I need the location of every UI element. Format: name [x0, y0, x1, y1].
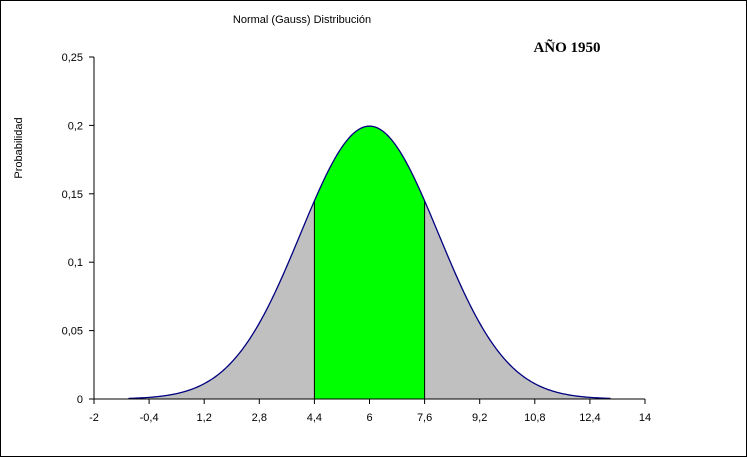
y-tick-label: 0,15: [62, 189, 83, 201]
x-tick-label: 14: [639, 412, 651, 424]
chart-title: Normal (Gauss) Distribución: [233, 14, 371, 26]
x-tick-label: 4,4: [307, 412, 322, 424]
right-tail-area: [424, 200, 611, 399]
highlighted-center-area: [314, 126, 425, 400]
x-tick-label: 2,8: [252, 412, 267, 424]
density-curve: [128, 125, 611, 400]
y-tick-label: 0,05: [62, 326, 83, 338]
y-axis-label: Probabilidad: [13, 117, 25, 178]
y-tick-label: 0,1: [68, 257, 83, 269]
left-tail-area: [128, 200, 315, 399]
year-annotation: AÑO 1950: [533, 38, 600, 56]
x-tick-label: 10,8: [524, 412, 545, 424]
x-tick-label: 1,2: [197, 412, 212, 424]
x-tick-label: 7,6: [417, 412, 432, 424]
x-tick-label: 9,2: [472, 412, 487, 424]
area-layer: [128, 126, 611, 400]
x-tick-label: 6: [366, 412, 372, 424]
x-tick-label: 12,4: [579, 412, 600, 424]
ticks-layer: 0 0,05 0,1 0,15 0,2 0,25 -2 -0,4 1,2 2,8 4,4 6 7,6 9,…: [62, 52, 652, 424]
y-tick-label: 0: [77, 394, 83, 406]
y-tick-label: 0,2: [68, 120, 83, 132]
y-tick-label: 0,25: [62, 52, 83, 64]
x-tick-label: -0,4: [140, 412, 159, 424]
x-tick-label: -2: [89, 412, 99, 424]
curve-layer: [128, 125, 611, 400]
